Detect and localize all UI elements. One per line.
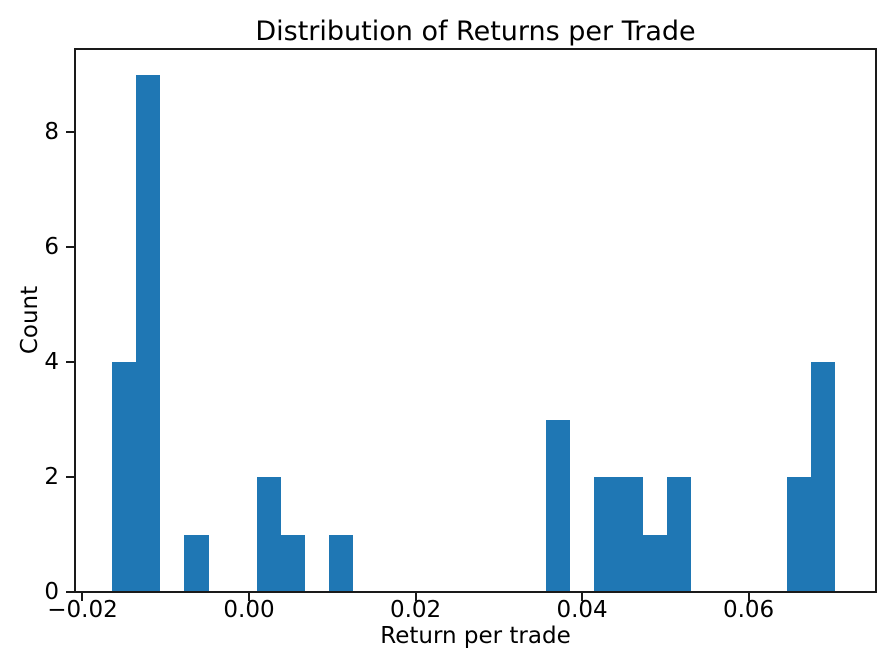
y-axis-label: Count	[17, 285, 43, 355]
x-tick-mark	[81, 593, 84, 601]
y-tick-label: 2	[44, 463, 59, 490]
x-tick-mark	[747, 593, 750, 601]
histogram-bar	[811, 362, 836, 592]
histogram-bar	[136, 74, 161, 592]
histogram-bar	[329, 534, 354, 592]
histogram-bar	[546, 419, 571, 592]
x-axis-label: Return per trade	[380, 623, 571, 649]
x-tick-mark	[581, 593, 584, 601]
y-tick-mark	[66, 591, 74, 593]
plot-area-border	[74, 48, 877, 593]
y-tick-label: 6	[44, 233, 59, 260]
histogram-bar	[184, 534, 209, 592]
histogram-bar	[112, 362, 137, 592]
histogram-bar	[280, 534, 305, 592]
x-tick-mark	[248, 593, 251, 601]
x-tick-label: −0.02	[47, 597, 118, 623]
histogram-bar	[787, 477, 812, 592]
x-tick-label: 0.02	[389, 597, 442, 623]
histogram-bar	[618, 477, 643, 592]
histogram-bar	[666, 477, 691, 592]
chart-title: Distribution of Returns per Trade	[255, 16, 696, 47]
histogram-bar	[642, 534, 667, 592]
histogram-bar	[256, 477, 281, 592]
y-tick-mark	[66, 361, 74, 364]
y-tick-mark	[66, 131, 74, 134]
y-tick-mark	[66, 246, 74, 249]
x-tick-mark	[414, 593, 417, 601]
y-tick-label: 0	[44, 578, 59, 605]
y-tick-label: 4	[44, 348, 59, 375]
x-tick-label: 0.06	[722, 597, 775, 623]
y-tick-mark	[66, 476, 74, 479]
y-tick-label: 8	[44, 118, 59, 145]
x-tick-label: 0.00	[223, 597, 275, 623]
histogram-bar	[594, 477, 619, 592]
x-tick-label: 0.04	[556, 597, 608, 623]
